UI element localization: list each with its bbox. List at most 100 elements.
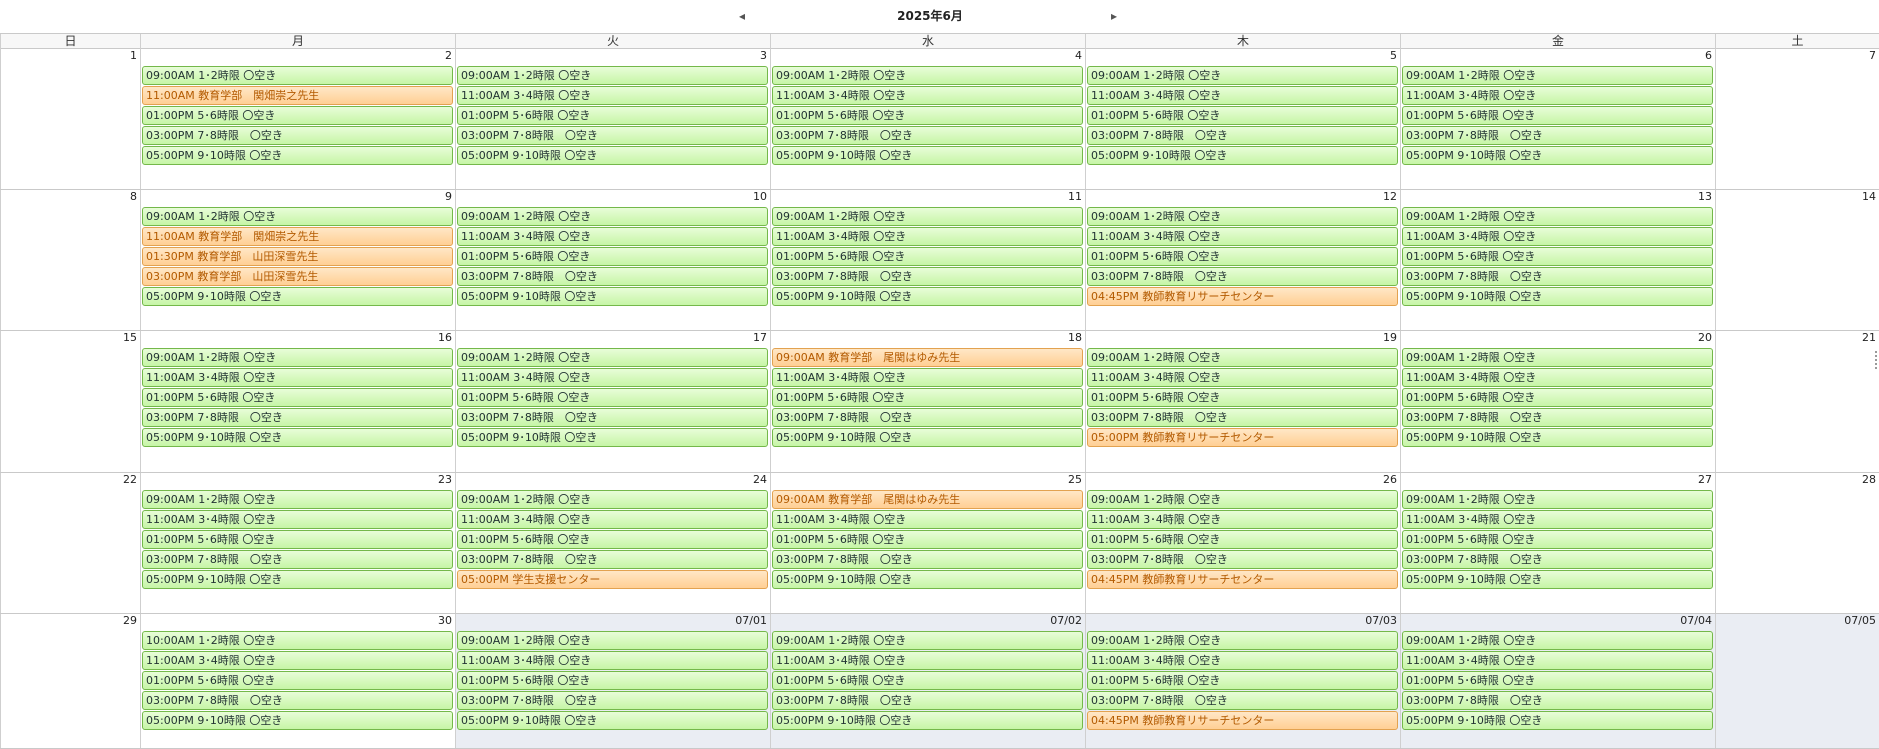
calendar-event[interactable]: 05:00PM 9･10時限 〇空き: [1402, 146, 1713, 165]
day-cell[interactable]: 19 09:00AM 1･2時限 〇空き 11:00AM 3･4時限 〇空き 01:0…: [1085, 331, 1400, 472]
calendar-event[interactable]: 01:00PM 5･6時限 〇空き: [1087, 530, 1398, 549]
calendar-event[interactable]: 03:00PM 7･8時限 〇空き: [1402, 550, 1713, 569]
day-cell[interactable]: 13 09:00AM 1･2時限 〇空き 11:00AM 3･4時限 〇空き 01:0…: [1400, 190, 1715, 330]
calendar-event[interactable]: 11:00AM 3･4時限 〇空き: [142, 368, 453, 387]
day-number[interactable]: 28: [1862, 473, 1876, 486]
calendar-event[interactable]: 01:00PM 5･6時限 〇空き: [772, 247, 1083, 266]
calendar-event[interactable]: 09:00AM 1･2時限 〇空き: [457, 348, 768, 367]
calendar-event[interactable]: 11:00AM 3･4時限 〇空き: [457, 368, 768, 387]
day-number[interactable]: 9: [445, 190, 452, 203]
calendar-event[interactable]: 01:00PM 5･6時限 〇空き: [457, 388, 768, 407]
calendar-event[interactable]: 03:00PM 7･8時限 〇空き: [457, 691, 768, 710]
calendar-event[interactable]: 09:00AM 1･2時限 〇空き: [457, 207, 768, 226]
day-cell[interactable]: 12 09:00AM 1･2時限 〇空き 11:00AM 3･4時限 〇空き 01:0…: [1085, 190, 1400, 330]
calendar-event[interactable]: 01:00PM 5･6時限 〇空き: [1087, 671, 1398, 690]
day-cell[interactable]: 11 09:00AM 1･2時限 〇空き 11:00AM 3･4時限 〇空き 01:0…: [770, 190, 1085, 330]
resize-grip-icon[interactable]: [1875, 351, 1878, 369]
calendar-event[interactable]: 03:00PM 7･8時限 〇空き: [142, 408, 453, 427]
calendar-event[interactable]: 05:00PM 9･10時限 〇空き: [142, 428, 453, 447]
calendar-event[interactable]: 11:00AM 3･4時限 〇空き: [142, 651, 453, 670]
calendar-event[interactable]: 11:00AM 3･4時限 〇空き: [1087, 368, 1398, 387]
calendar-event[interactable]: 05:00PM 9･10時限 〇空き: [142, 570, 453, 589]
calendar-event[interactable]: 09:00AM 1･2時限 〇空き: [772, 66, 1083, 85]
calendar-event[interactable]: 11:00AM 3･4時限 〇空き: [1087, 651, 1398, 670]
calendar-event[interactable]: 01:00PM 5･6時限 〇空き: [1402, 530, 1713, 549]
day-number[interactable]: 17: [753, 331, 767, 344]
calendar-event[interactable]: 01:00PM 5･6時限 〇空き: [457, 106, 768, 125]
calendar-event[interactable]: 09:00AM 1･2時限 〇空き: [1402, 207, 1713, 226]
calendar-event[interactable]: 03:00PM 7･8時限 〇空き: [1087, 267, 1398, 286]
day-number[interactable]: 14: [1862, 190, 1876, 203]
calendar-event[interactable]: 01:00PM 5･6時限 〇空き: [142, 106, 453, 125]
day-number[interactable]: 3: [760, 49, 767, 62]
calendar-event[interactable]: 03:00PM 7･8時限 〇空き: [772, 550, 1083, 569]
day-number[interactable]: 12: [1383, 190, 1397, 203]
calendar-event[interactable]: 11:00AM 3･4時限 〇空き: [772, 227, 1083, 246]
calendar-event[interactable]: 03:00PM 7･8時限 〇空き: [1087, 550, 1398, 569]
calendar-event[interactable]: 05:00PM 教師教育リサーチセンター: [1087, 428, 1398, 447]
day-number[interactable]: 2: [445, 49, 452, 62]
calendar-event[interactable]: 03:00PM 7･8時限 〇空き: [142, 550, 453, 569]
prev-month-icon[interactable]: ◂: [738, 9, 746, 23]
day-cell[interactable]: 14: [1715, 190, 1879, 330]
calendar-event[interactable]: 05:00PM 9･10時限 〇空き: [772, 570, 1083, 589]
calendar-event[interactable]: 01:00PM 5･6時限 〇空き: [142, 530, 453, 549]
calendar-event[interactable]: 03:00PM 7･8時限 〇空き: [1087, 126, 1398, 145]
calendar-event[interactable]: 05:00PM 9･10時限 〇空き: [772, 711, 1083, 730]
day-cell[interactable]: 1: [0, 49, 140, 189]
calendar-event[interactable]: 11:00AM 3･4時限 〇空き: [1087, 227, 1398, 246]
calendar-event[interactable]: 03:00PM 7･8時限 〇空き: [457, 408, 768, 427]
calendar-event[interactable]: 11:00AM 3･4時限 〇空き: [457, 651, 768, 670]
calendar-event[interactable]: 05:00PM 9･10時限 〇空き: [772, 428, 1083, 447]
calendar-event[interactable]: 03:00PM 7･8時限 〇空き: [772, 691, 1083, 710]
day-cell[interactable]: 5 09:00AM 1･2時限 〇空き 11:00AM 3･4時限 〇空き 01:00…: [1085, 49, 1400, 189]
calendar-event[interactable]: 11:00AM 3･4時限 〇空き: [1402, 510, 1713, 529]
day-number[interactable]: 07/05: [1844, 614, 1876, 627]
day-number[interactable]: 24: [753, 473, 767, 486]
calendar-event[interactable]: 03:00PM 7･8時限 〇空き: [142, 126, 453, 145]
calendar-event[interactable]: 01:00PM 5･6時限 〇空き: [457, 530, 768, 549]
calendar-event[interactable]: 01:00PM 5･6時限 〇空き: [772, 530, 1083, 549]
calendar-event[interactable]: 09:00AM 1･2時限 〇空き: [1087, 348, 1398, 367]
calendar-event[interactable]: 05:00PM 9･10時限 〇空き: [772, 146, 1083, 165]
day-cell[interactable]: 07/01 09:00AM 1･2時限 〇空き 11:00AM 3･4時限 〇空き 0…: [455, 614, 770, 748]
day-cell[interactable]: 28: [1715, 473, 1879, 613]
calendar-event[interactable]: 01:00PM 5･6時限 〇空き: [457, 247, 768, 266]
day-number[interactable]: 07/04: [1680, 614, 1712, 627]
calendar-event[interactable]: 05:00PM 9･10時限 〇空き: [142, 711, 453, 730]
day-number[interactable]: 5: [1390, 49, 1397, 62]
day-cell[interactable]: 9 09:00AM 1･2時限 〇空き 11:00AM 教育学部 関畑崇之先生 01:…: [140, 190, 455, 330]
calendar-event[interactable]: 11:00AM 3･4時限 〇空き: [457, 227, 768, 246]
calendar-event[interactable]: 09:00AM 1･2時限 〇空き: [457, 631, 768, 650]
day-cell[interactable]: 8: [0, 190, 140, 330]
calendar-event[interactable]: 05:00PM 9･10時限 〇空き: [1087, 146, 1398, 165]
calendar-event[interactable]: 04:45PM 教師教育リサーチセンター: [1087, 570, 1398, 589]
day-number[interactable]: 18: [1068, 331, 1082, 344]
day-number[interactable]: 07/01: [735, 614, 767, 627]
calendar-event[interactable]: 03:00PM 7･8時限 〇空き: [142, 691, 453, 710]
calendar-event[interactable]: 09:00AM 1･2時限 〇空き: [457, 490, 768, 509]
calendar-event[interactable]: 01:00PM 5･6時限 〇空き: [1087, 106, 1398, 125]
calendar-event[interactable]: 03:00PM 7･8時限 〇空き: [1402, 691, 1713, 710]
day-number[interactable]: 20: [1698, 331, 1712, 344]
day-cell[interactable]: 07/02 09:00AM 1･2時限 〇空き 11:00AM 3･4時限 〇空き 0…: [770, 614, 1085, 748]
calendar-event[interactable]: 11:00AM 3･4時限 〇空き: [1087, 86, 1398, 105]
calendar-event[interactable]: 09:00AM 1･2時限 〇空き: [142, 490, 453, 509]
day-cell[interactable]: 10 09:00AM 1･2時限 〇空き 11:00AM 3･4時限 〇空き 01:0…: [455, 190, 770, 330]
calendar-event[interactable]: 01:00PM 5･6時限 〇空き: [772, 671, 1083, 690]
calendar-event[interactable]: 03:00PM 教育学部 山田深雪先生: [142, 267, 453, 286]
calendar-event[interactable]: 09:00AM 1･2時限 〇空き: [1087, 66, 1398, 85]
calendar-event[interactable]: 01:00PM 5･6時限 〇空き: [772, 106, 1083, 125]
calendar-event[interactable]: 03:00PM 7･8時限 〇空き: [1087, 691, 1398, 710]
calendar-event[interactable]: 09:00AM 1･2時限 〇空き: [142, 66, 453, 85]
calendar-event[interactable]: 01:00PM 5･6時限 〇空き: [1402, 106, 1713, 125]
day-number[interactable]: 25: [1068, 473, 1082, 486]
day-cell[interactable]: 24 09:00AM 1･2時限 〇空き 11:00AM 3･4時限 〇空き 01:0…: [455, 473, 770, 613]
day-cell[interactable]: 26 09:00AM 1･2時限 〇空き 11:00AM 3･4時限 〇空き 01:0…: [1085, 473, 1400, 613]
day-cell[interactable]: 21: [1715, 331, 1879, 472]
calendar-event[interactable]: 03:00PM 7･8時限 〇空き: [1402, 267, 1713, 286]
calendar-event[interactable]: 11:00AM 3･4時限 〇空き: [1402, 651, 1713, 670]
day-number[interactable]: 26: [1383, 473, 1397, 486]
calendar-event[interactable]: 01:00PM 5･6時限 〇空き: [457, 671, 768, 690]
day-cell[interactable]: 07/05: [1715, 614, 1879, 748]
